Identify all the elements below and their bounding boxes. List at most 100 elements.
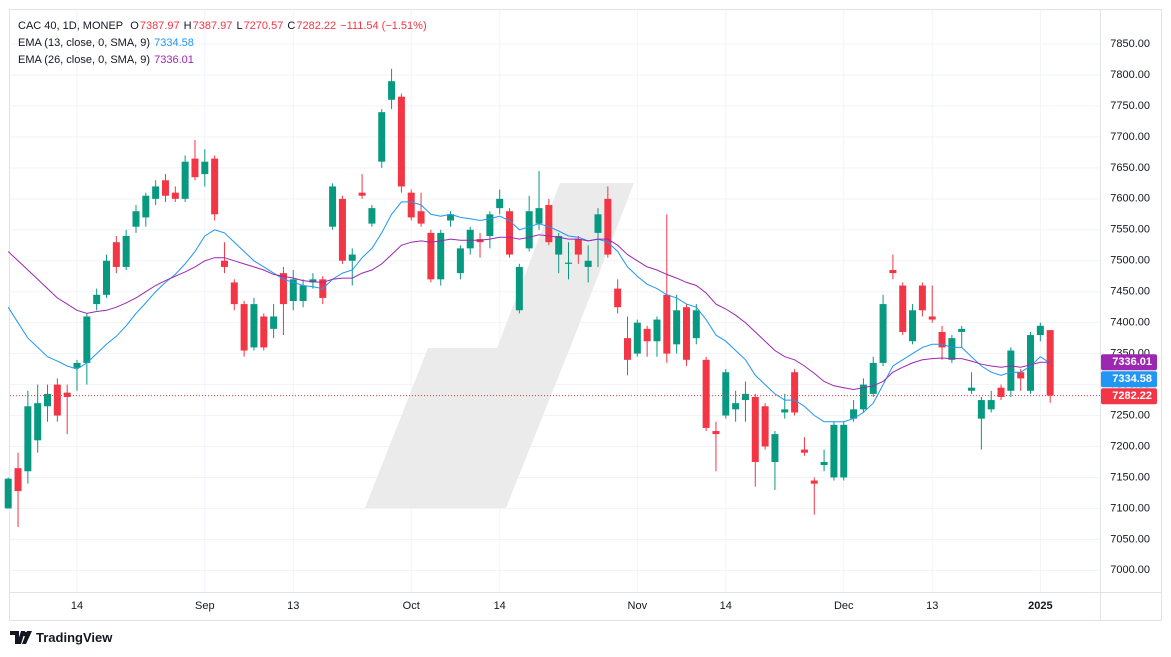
candle-body [447,214,455,221]
candle-body [456,248,464,274]
candle-body [682,307,690,360]
symbol-title: CAC 40, 1D, MONEP [18,20,124,32]
candle-body [623,338,631,360]
candle-body [909,310,917,342]
candle-body [555,235,563,255]
candle-body [584,260,592,267]
ohlc-letter: L [236,20,243,32]
candle-body [24,406,32,472]
indicator-value: 7334.58 [154,37,194,49]
x-tick-label: 14 [494,600,506,612]
candle-body [535,208,543,224]
candle-body [958,328,966,332]
candle-body [938,331,946,348]
x-tick-label: 13 [287,600,299,612]
y-tick-label: 7800.00 [1110,69,1150,81]
ohlc-value: 7282.22 [296,20,337,32]
candle-body [899,285,907,332]
price-tag [1101,388,1157,405]
brand: TradingView [10,630,112,645]
ohlc-value: 7387.97 [139,20,180,32]
candle-body [83,316,91,363]
candle-body [142,195,150,218]
candle-body [574,239,582,255]
candle-body [604,198,612,255]
candle-body [152,186,160,199]
candle-body [830,424,838,478]
candle-body [918,285,926,311]
candle-body [230,282,238,305]
candle-body [869,362,877,394]
indicator-name: EMA (26, close, 0, SMA, 9) [18,54,151,66]
y-tick-label: 7150.00 [1110,471,1150,483]
candle-body [486,214,494,236]
candle-body [948,338,956,360]
price-tag-label: 7334.58 [1112,373,1152,385]
candle-body [407,192,415,218]
candle-body [240,304,248,351]
candle-body [506,211,514,255]
candle-body [1007,350,1015,391]
chart: 7000.00 7050.00 7100.00 7150.00 7200.00 7250.… [4,9,1162,621]
candle-body [309,279,317,283]
candle-body [4,478,12,509]
ohlc-value: 7387.97 [192,20,233,32]
legend: CAC 40, 1D, MONEP O7387.97 H7387.97 L727… [18,18,428,69]
indicator-value: 7336.01 [154,54,194,66]
candle-body [515,266,523,311]
candle-body [358,192,366,196]
x-tick-label: 13 [926,600,938,612]
candle-body [427,232,435,280]
y-tick-label: 7750.00 [1110,100,1150,112]
ohlc-letter: C [287,20,296,32]
candle-body [781,409,789,413]
ohlc-value: 7270.57 [243,20,284,32]
x-tick-label: Nov [628,600,648,612]
price-tag-label: 7336.01 [1112,356,1152,368]
candle-body [997,387,1005,397]
candle-body [270,316,278,329]
candle-body [211,158,219,215]
indicator-line: EMA (13, close, 0, SMA, 9) 7334.58 [18,35,428,52]
candle-body [53,384,61,416]
ohlc-letter: O [130,20,139,32]
candle-body [968,387,976,391]
candle-body [496,198,504,209]
candle-body [594,214,602,233]
candle-body [722,372,730,416]
candle-body [437,232,445,280]
y-tick-label: 7550.00 [1110,224,1150,236]
y-tick-label: 7450.00 [1110,286,1150,298]
candle-body [34,403,42,441]
candle-body [397,96,405,187]
candle-body [299,285,307,301]
candle-body [466,229,474,249]
y-tick-label: 7100.00 [1110,502,1150,514]
candle-body [44,393,52,407]
candle-body [761,406,769,447]
y-tick-label: 7000.00 [1110,564,1150,576]
candle-body [1017,372,1025,379]
candle-body [250,304,258,348]
candle-body [378,112,386,162]
candle-body [122,235,130,267]
price-tag-label: 7282.22 [1112,390,1152,402]
y-tick-label: 7400.00 [1110,317,1150,329]
candle-body [545,205,553,243]
indicator-line: EMA (26, close, 0, SMA, 9) 7336.01 [18,52,428,69]
candle-body [93,294,101,305]
candle-body [741,393,749,401]
candle-body [289,279,297,301]
candle-body [112,242,120,267]
candle-body [368,208,376,224]
candle-body [771,434,779,462]
ema-line [7,201,1051,423]
candle-body [73,362,81,368]
y-tick-label: 7700.00 [1110,131,1150,143]
candle-body [614,288,622,308]
y-tick-label: 7200.00 [1110,440,1150,452]
candle-body [653,319,661,342]
candle-body [663,294,671,354]
candle-body [673,310,681,345]
y-tick-label: 7650.00 [1110,162,1150,174]
